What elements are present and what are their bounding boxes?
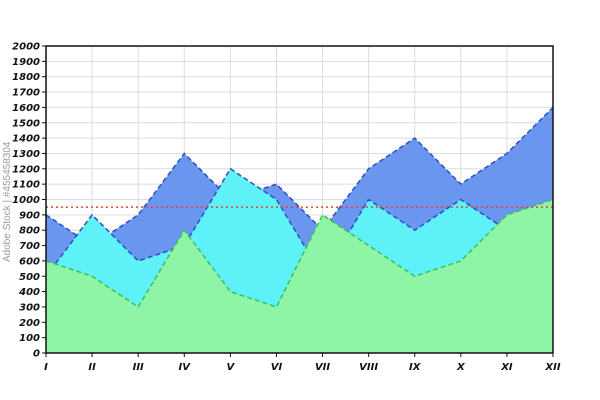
y-tick-label: 800 [19, 226, 40, 237]
y-tick-label: 200 [19, 318, 40, 329]
y-tick-label: 1800 [12, 72, 40, 83]
y-tick-label: 500 [19, 272, 40, 283]
x-tick-label: VI [271, 362, 283, 373]
watermark: Adobe Stock | #455458304 [2, 141, 13, 262]
x-tick-label: II [88, 362, 96, 373]
x-tick-label: VII [315, 362, 330, 373]
x-tick-label: IX [409, 362, 422, 373]
x-tick-label: V [226, 362, 235, 373]
x-axis: I II III IV V VI VII VIII IX X XI XII [44, 353, 561, 373]
x-tick-label: III [133, 362, 144, 373]
x-tick-label: I [44, 362, 48, 373]
y-tick-label: 1200 [12, 164, 40, 175]
x-tick-label: XII [544, 362, 560, 373]
y-tick-label: 2000 [12, 42, 40, 53]
y-tick-label: 700 [19, 241, 40, 252]
y-tick-label: 0 [33, 349, 40, 360]
y-tick-label: 1300 [12, 149, 40, 160]
series-blue-line [45, 106, 554, 247]
series-green-line [45, 198, 554, 309]
y-tick-label: 1500 [12, 118, 40, 129]
y-tick-label: 300 [19, 302, 40, 313]
y-tick-label: 1600 [12, 103, 40, 114]
x-tick-label: IV [179, 362, 192, 373]
y-tick-label: 100 [19, 333, 40, 344]
area-series [45, 106, 554, 354]
y-tick-label: 400 [18, 287, 40, 298]
y-tick-label: 600 [19, 256, 40, 267]
x-tick-label: XI [500, 362, 513, 373]
y-axis: 0 100 200 300 400 500 600 700 800 900 1000 1100 1200… [12, 42, 46, 360]
y-tick-label: 900 [19, 210, 40, 221]
y-tick-label: 1000 [12, 195, 40, 206]
y-tick-label: 1900 [12, 57, 40, 68]
y-tick-label: 1700 [12, 88, 40, 99]
x-tick-label: X [456, 362, 466, 373]
x-tick-label: VIII [359, 362, 378, 373]
series-green-area [46, 199, 553, 353]
series-cyan-line [45, 167, 554, 278]
y-tick-label: 1100 [12, 180, 40, 191]
y-tick-label: 1400 [12, 134, 40, 145]
